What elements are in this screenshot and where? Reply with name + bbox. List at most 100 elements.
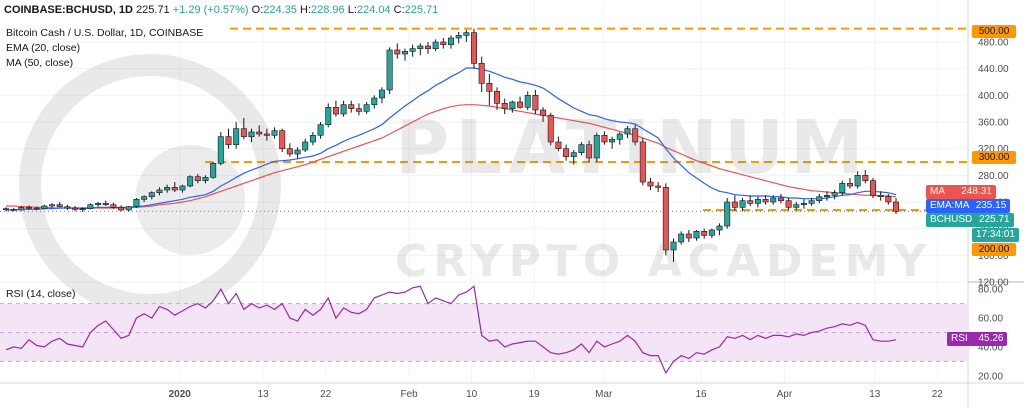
rsi-band xyxy=(0,303,968,362)
ma-label: MA (50, close) xyxy=(6,57,74,69)
candle-body xyxy=(877,195,884,197)
candle-body xyxy=(754,199,761,204)
candle-body xyxy=(486,83,493,92)
candle-body xyxy=(708,229,715,236)
price-change: +1.29 (+0.57%) xyxy=(172,4,249,16)
candle-body xyxy=(647,181,654,187)
candle-body xyxy=(332,107,339,115)
candle-body xyxy=(831,192,838,196)
candle-body xyxy=(716,225,723,231)
candle-body xyxy=(547,115,554,143)
price-tick-label: 440.00 xyxy=(978,64,1009,75)
candle-body xyxy=(770,197,777,203)
candle-body xyxy=(823,195,830,197)
ema-label: EMA (20, close) xyxy=(6,42,81,54)
time-tick-label: 10 xyxy=(466,389,478,400)
candle-body xyxy=(3,208,9,210)
candle-body xyxy=(409,48,416,52)
candle-body xyxy=(79,208,86,210)
candle-body xyxy=(601,135,608,143)
time-tick-label: Mar xyxy=(595,389,613,400)
candle-body xyxy=(371,97,378,105)
candle-body xyxy=(240,128,247,137)
candle-body xyxy=(455,35,462,39)
candle-body xyxy=(263,133,270,136)
candle-body xyxy=(49,204,56,207)
candle-body xyxy=(363,104,370,112)
rsi-tick-label: 20.00 xyxy=(978,371,1003,382)
ema-tag-label: EMA:MA xyxy=(930,200,969,211)
rsi-tag: RSI 45.26 xyxy=(947,332,1008,346)
candle-body xyxy=(893,201,899,212)
candle-body xyxy=(210,163,217,178)
candle-body xyxy=(386,49,393,91)
candle-body xyxy=(179,185,186,191)
last-price: 225.71 xyxy=(136,4,170,16)
candle-body xyxy=(118,207,125,211)
level-300-tag: 300.00 xyxy=(972,151,1016,164)
candle-body xyxy=(171,187,178,191)
candle-body xyxy=(286,148,293,155)
open-value: 224.35 xyxy=(263,4,297,16)
rsi-tag-value: 45.26 xyxy=(978,333,1004,344)
candle-body xyxy=(309,135,316,143)
candle-body xyxy=(194,176,201,181)
candle-body xyxy=(609,139,616,143)
price-tag: BCHUSD 225.71 xyxy=(926,213,1014,227)
candle-body xyxy=(540,109,547,116)
candle-body xyxy=(110,204,117,208)
candle-body xyxy=(33,207,40,210)
ema-tag: EMA:MA 235.15 xyxy=(926,199,1011,213)
candle-body xyxy=(164,187,171,191)
countdown-tag: 17:34:01 xyxy=(972,228,1019,242)
candle-body xyxy=(424,45,431,49)
time-tick-label: 13 xyxy=(869,389,881,400)
candle-body xyxy=(862,175,869,181)
ma-tag: MA 248.31 xyxy=(926,185,996,199)
time-tick-label: 13 xyxy=(258,389,270,400)
candle-body xyxy=(624,128,631,135)
candle-body xyxy=(432,41,439,49)
ma-line xyxy=(6,104,897,210)
price-tag-label: BCHUSD xyxy=(930,214,973,225)
candle-body xyxy=(248,131,255,137)
candle-body xyxy=(854,175,861,187)
candle-body xyxy=(524,95,531,108)
candle-body xyxy=(678,233,685,243)
candle-body xyxy=(739,200,746,208)
candle-body xyxy=(64,206,71,209)
candle-body xyxy=(747,200,754,204)
time-tick-label: 2020 xyxy=(169,389,192,400)
rsi-tag-label: RSI xyxy=(951,333,968,344)
chart-title: Bitcoin Cash / U.S. Dollar, 1D, COINBASE xyxy=(6,27,204,39)
candle-body xyxy=(593,135,600,159)
low-value: 224.04 xyxy=(356,4,391,16)
candle-body xyxy=(693,231,700,239)
candle-body xyxy=(325,107,332,125)
candle-body xyxy=(777,197,784,201)
watermark-graphic xyxy=(19,54,281,316)
candle-body xyxy=(202,177,209,181)
candle-body xyxy=(271,130,278,136)
candle-body xyxy=(685,233,692,239)
candle-body xyxy=(478,63,485,84)
price-tick-label: 400.00 xyxy=(978,91,1009,102)
candle-body xyxy=(141,196,148,200)
time-tick-label: 19 xyxy=(529,389,541,400)
candle-body xyxy=(762,199,769,203)
candle-body xyxy=(26,207,33,209)
candle-body xyxy=(471,32,478,64)
watermark-line1: PLATINUM xyxy=(395,105,870,191)
watermark-line2: CRYPTO ACADEMY xyxy=(395,236,933,287)
candle-body xyxy=(724,201,731,227)
candle-body xyxy=(816,196,823,201)
candle-body xyxy=(655,185,662,188)
candle-body xyxy=(125,206,132,211)
price-tick-label: 320.00 xyxy=(978,144,1009,155)
candle-body xyxy=(256,131,263,135)
time-tick-label: 22 xyxy=(932,389,944,400)
candle-body xyxy=(56,204,63,207)
candle-body xyxy=(72,207,79,210)
